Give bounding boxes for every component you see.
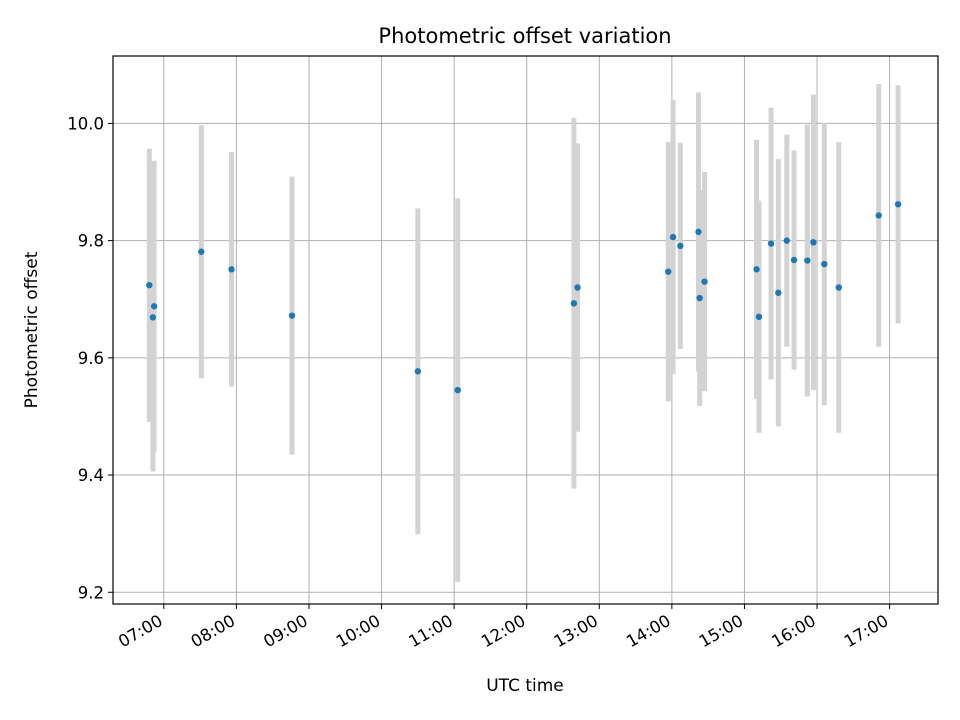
y-tick-label: 9.2 [78,583,104,602]
data-point [414,368,422,375]
x-axis-label: UTC time [486,676,564,696]
data-point [150,303,158,310]
data-point [775,289,782,296]
data-point [755,313,763,321]
data-point [574,284,581,291]
y-axis-label: Photometric offset [22,251,42,408]
y-tick-label: 9.6 [78,349,104,368]
data-point [810,239,817,246]
plot-frame [112,55,939,605]
data-point [198,248,205,255]
data-points [146,201,902,394]
data-point [228,266,235,273]
data-point [288,312,296,319]
y-tick-label: 9.8 [78,232,104,251]
data-point [804,257,811,264]
data-point [695,228,702,236]
data-point [454,386,461,394]
data-point [669,233,677,241]
chart-title: Photometric offset variation [378,24,671,48]
data-point [894,201,902,208]
data-point [146,281,153,289]
data-point [767,240,775,247]
data-point [753,266,760,273]
data-point [665,268,672,275]
data-point [677,242,684,250]
data-point [821,260,828,268]
data-point [875,212,882,219]
data-point [570,300,578,307]
data-point [701,278,708,285]
grid [113,56,938,604]
y-tick-label: 9.4 [78,466,104,485]
y-tick-label: 10.0 [67,114,104,133]
data-point [783,237,790,244]
data-point [149,314,157,321]
y-axis-ticks: 9.2 9.4 9.6 9.8 10.0 [67,114,113,602]
data-point [835,284,843,291]
data-point [696,294,703,302]
data-point [790,256,798,264]
